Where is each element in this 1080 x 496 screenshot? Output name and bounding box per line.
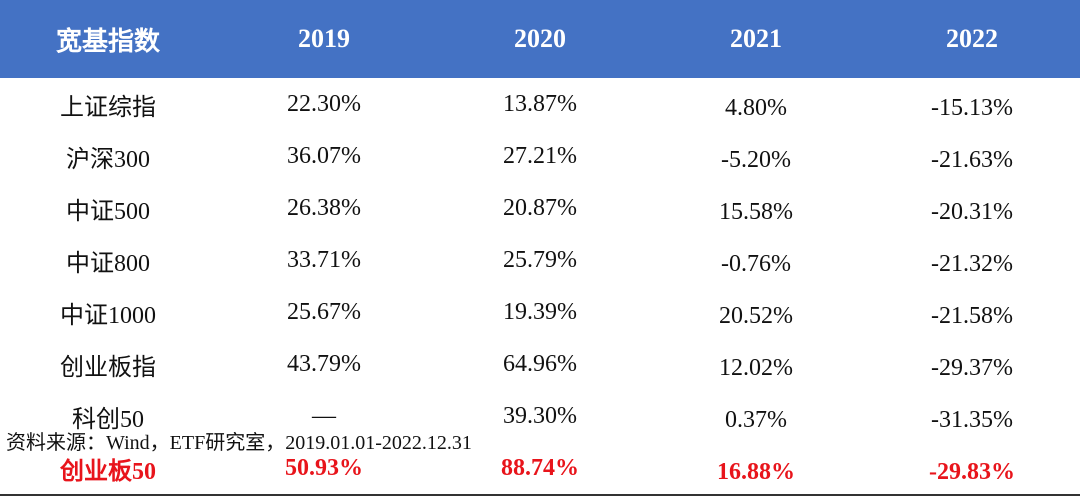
header-cell: 2020 [432,0,648,78]
table-row: 科创50 — 39.30% 0.37% -31.35% [0,390,1080,442]
return-cell: -5.20% [721,146,791,173]
return-cell: -29.83% [864,442,1080,496]
return-cell: 26.38% [287,194,361,221]
return-cell: 25.79% [503,246,577,273]
source-note: 资料来源：Wind，ETF研究室，2019.01.01-2022.12.31 [6,432,472,454]
return-cell: 64.96% [503,350,577,377]
header-row: 宽基指数 2019 2020 2021 2022 [0,0,1080,78]
return-cell: 15.58% [719,198,793,225]
return-cell: -31.35% [931,406,1013,433]
return-cell: 4.80% [725,94,787,121]
return-cell: -29.37% [931,354,1013,381]
return-cell: -20.31% [931,198,1013,225]
table-row: 创业板指 43.79% 64.96% 12.02% -29.37% [0,338,1080,390]
index-name: 科创50 [72,406,144,433]
header-cell: 宽基指数 [0,0,216,78]
return-cell: 22.30% [287,90,361,117]
table-row: 沪深300 36.07% 27.21% -5.20% -21.63% [0,130,1080,182]
index-name: 中证1000 [60,302,156,329]
header-cell: 2019 [216,0,432,78]
return-cell: 13.87% [503,90,577,117]
table-row: 中证500 26.38% 20.87% 15.58% -20.31% [0,182,1080,234]
index-name: 创业板指 [60,354,156,381]
return-cell: — [312,402,336,429]
table-row: 中证1000 25.67% 19.39% 20.52% -21.58% [0,286,1080,338]
index-name: 中证500 [66,198,150,225]
table-row: 上证综指 22.30% 13.87% 4.80% -15.13% [0,78,1080,130]
header-cell: 2021 [648,0,864,78]
return-cell: 20.87% [503,194,577,221]
return-cell: 36.07% [287,142,361,169]
index-name: 上证综指 [60,94,156,121]
return-cell: 19.39% [503,298,577,325]
return-cell: 20.52% [719,302,793,329]
table-head: 宽基指数 2019 2020 2021 2022 [0,0,1080,78]
return-cell: 33.71% [287,246,361,273]
return-cell: 12.02% [719,354,793,381]
return-cell: 27.21% [503,142,577,169]
return-cell: -21.32% [931,250,1013,277]
return-cell: -0.76% [721,250,791,277]
return-cell: 0.37% [725,406,787,433]
index-name: 中证800 [66,250,150,277]
return-cell: 39.30% [503,402,577,429]
index-name: 沪深300 [66,146,150,173]
return-cell: 25.67% [287,298,361,325]
header-cell: 2022 [864,0,1080,78]
return-cell: -21.58% [931,302,1013,329]
return-cell: -21.63% [931,146,1013,173]
return-cell: 16.88% [648,442,864,496]
return-cell: 43.79% [287,350,361,377]
return-cell: -15.13% [931,94,1013,121]
table-row: 中证800 33.71% 25.79% -0.76% -21.32% [0,234,1080,286]
